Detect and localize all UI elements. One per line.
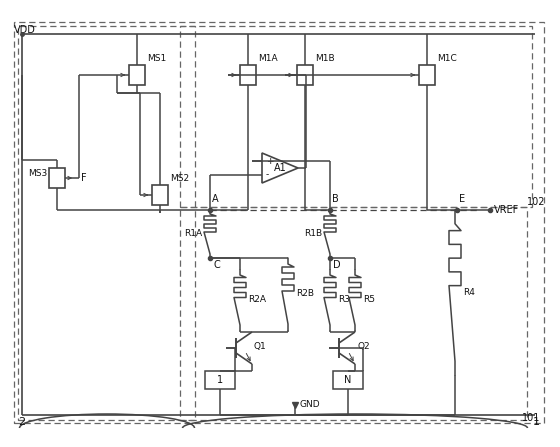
Text: A1: A1 (274, 163, 286, 173)
Text: B: B (332, 194, 339, 204)
Text: +: + (266, 156, 273, 165)
Text: R2A: R2A (248, 295, 266, 304)
Text: M1C: M1C (437, 54, 457, 63)
Text: R1A: R1A (184, 229, 202, 239)
Text: MS1: MS1 (147, 54, 166, 63)
Text: M1B: M1B (315, 54, 335, 63)
Text: 102: 102 (527, 197, 545, 207)
Text: F: F (81, 173, 87, 183)
Text: C: C (213, 260, 220, 270)
Text: 2: 2 (18, 417, 25, 427)
Text: R1B: R1B (304, 229, 322, 239)
Text: R2B: R2B (296, 290, 314, 299)
Text: M1A: M1A (258, 54, 278, 63)
Text: R3: R3 (338, 295, 350, 304)
Text: MS2: MS2 (170, 174, 189, 183)
Text: Q2: Q2 (357, 342, 370, 350)
Text: 101: 101 (522, 413, 540, 423)
Text: Q1: Q1 (254, 342, 267, 350)
Text: 1: 1 (217, 375, 223, 385)
Text: MS3: MS3 (28, 169, 47, 178)
Text: A: A (212, 194, 218, 204)
Text: VREF: VREF (494, 205, 519, 215)
Text: 1: 1 (533, 417, 540, 427)
Text: E: E (459, 194, 465, 204)
Text: D: D (333, 260, 340, 270)
Text: R5: R5 (363, 295, 375, 304)
Text: -: - (266, 170, 269, 180)
Text: N: N (344, 375, 352, 385)
Text: VDD: VDD (14, 25, 36, 35)
Text: R4: R4 (463, 288, 475, 297)
Text: GND: GND (299, 400, 320, 409)
